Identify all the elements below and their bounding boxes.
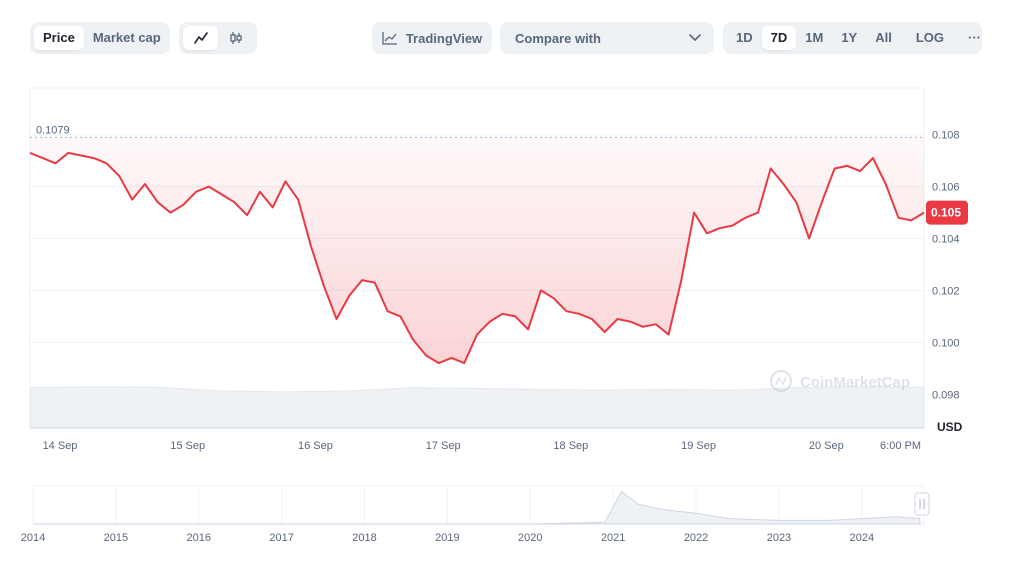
coinmarketcap-watermark: CoinMarketCap — [770, 370, 910, 392]
navigator-year-label: 2024 — [850, 532, 874, 544]
y-tick-label: 0.098 — [932, 389, 960, 401]
navigator-year-label: 2017 — [269, 532, 293, 544]
navigator-year-label: 2023 — [767, 532, 791, 544]
navigator-year-label: 2018 — [352, 532, 376, 544]
history-navigator: 2014 2015 2016 2017 2018 2019 2020 2021 2022 2023… — [21, 485, 930, 544]
x-tick-label: 6:00 PM — [880, 440, 921, 452]
navigator-area — [33, 490, 921, 525]
tradingview-button[interactable]: TradingView — [372, 22, 492, 54]
tab-market-cap[interactable]: Market cap — [92, 30, 161, 45]
x-tick-label: 19 Sep — [681, 440, 716, 452]
currency-label: USD — [937, 420, 963, 434]
y-tick-label: 0.100 — [932, 337, 960, 349]
x-tick-label: 15 Sep — [170, 440, 205, 452]
range-all-button[interactable]: All — [875, 30, 892, 45]
range-1y-button[interactable]: 1Y — [841, 30, 858, 45]
navigator-year-label: 2015 — [104, 532, 128, 544]
range-1d-button[interactable]: 1D — [736, 30, 753, 45]
y-tick-label: 0.104 — [932, 234, 960, 246]
x-tick-label: 17 Sep — [426, 440, 461, 452]
navigator-year-label: 2014 — [21, 532, 45, 544]
x-tick-label: 18 Sep — [553, 440, 588, 452]
navigator-year-labels: 2014 2015 2016 2017 2018 2019 2020 2021 2022 2023… — [21, 532, 874, 544]
current-price-value: 0.105 — [931, 206, 961, 220]
navigator-year-label: 2022 — [684, 532, 708, 544]
y-tick-label: 0.102 — [932, 285, 960, 297]
price-area-fill — [30, 137, 924, 364]
coinmarketcap-logo-icon — [775, 376, 787, 386]
x-axis: 14 Sep 15 Sep 16 Sep 17 Sep 18 Sep 19 Sep 20 S… — [30, 427, 924, 452]
line-chart-icon[interactable] — [183, 26, 218, 50]
chart-type-group — [179, 22, 257, 54]
navigator-year-label: 2021 — [601, 532, 625, 544]
time-range-group: 1D 7D 1M 1Y All LOG ··· — [723, 22, 982, 54]
navigator-frame — [32, 485, 925, 525]
x-tick-label: 14 Sep — [43, 440, 78, 452]
compare-with-label: Compare with — [515, 30, 601, 46]
navigator-year-label: 2019 — [435, 532, 459, 544]
trend-chart-icon — [382, 32, 397, 45]
x-tick-label: 20 Sep — [809, 440, 844, 452]
chevron-down-icon — [689, 34, 701, 41]
high-price-label: 0.1079 — [36, 124, 70, 136]
chart-toolbar: Price Market cap TradingView Compare wit… — [0, 0, 1014, 70]
compare-with-select[interactable]: Compare with — [500, 22, 714, 54]
range-7d-button[interactable]: 7D — [761, 26, 797, 50]
y-axis: 0.108 0.106 0.104 0.102 0.100 0.098 — [932, 130, 960, 402]
range-1m-button[interactable]: 1M — [805, 30, 824, 45]
current-price-badge: 0.105 — [926, 200, 968, 225]
volume-area — [29, 386, 925, 429]
navigator-year-label: 2020 — [518, 532, 542, 544]
x-tick-label: 16 Sep — [298, 440, 333, 452]
coinmarketcap-logo-icon — [770, 370, 792, 392]
navigator-handle[interactable] — [914, 492, 930, 516]
y-tick-label: 0.106 — [932, 182, 960, 194]
tradingview-label: TradingView — [405, 30, 483, 46]
price-line — [29, 151, 925, 365]
more-options-button[interactable]: ··· — [968, 30, 982, 45]
y-tick-label: 0.108 — [932, 130, 960, 142]
tab-price[interactable]: Price — [34, 26, 84, 50]
volume-bars — [29, 386, 925, 429]
watermark-text: CoinMarketCap — [800, 374, 910, 391]
metric-tab-group: Price Market cap — [30, 22, 170, 54]
candlestick-icon[interactable] — [218, 26, 253, 50]
navigator-year-label: 2016 — [187, 532, 211, 544]
log-scale-button[interactable]: LOG — [915, 30, 945, 45]
